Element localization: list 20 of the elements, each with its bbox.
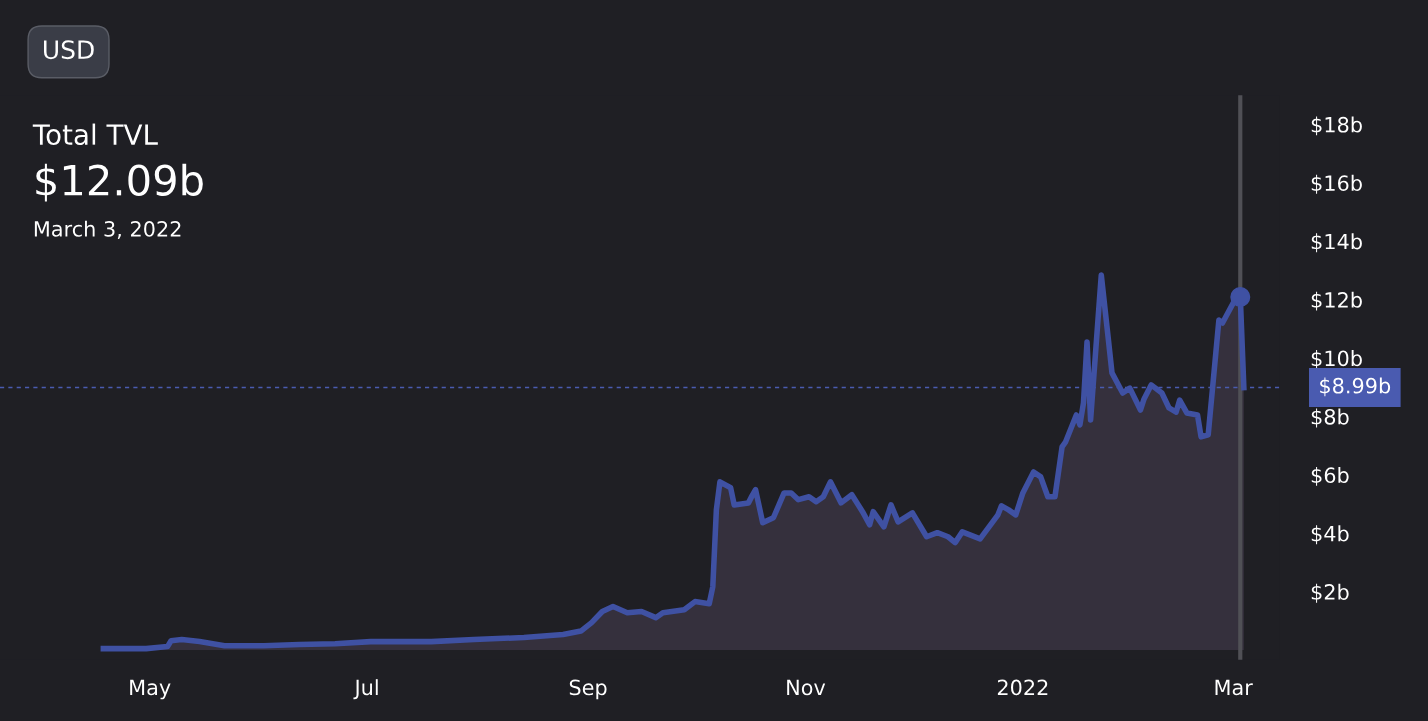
y-tick-label: $16b [1311,174,1362,194]
y-tick-label: $4b [1311,525,1349,545]
y-tick-label: $2b [1311,583,1349,603]
x-tick-label: Sep [569,679,607,700]
y-tick-label: $14b [1311,233,1362,253]
x-tick-label: Mar [1215,679,1253,696]
x-tick-label: Jul [353,679,378,700]
y-tick-label: $12b [1311,291,1362,311]
text: USD [44,40,94,60]
y-tick-label: $10b [1311,350,1362,369]
x-tick-label: 2022 [997,679,1048,696]
text: Total TVL [32,123,158,146]
x-tick-label: Nov [787,679,826,696]
y-tick-label: $6b [1311,466,1349,486]
ref-line-label: $8.99b [1320,377,1391,397]
text: $12.09b [36,163,203,202]
x-tick-label: May [130,679,171,700]
y-tick-label: $8b [1311,408,1349,428]
y-tick-label: $18b [1311,116,1362,136]
annotation: March 3, 2022 [34,220,181,239]
